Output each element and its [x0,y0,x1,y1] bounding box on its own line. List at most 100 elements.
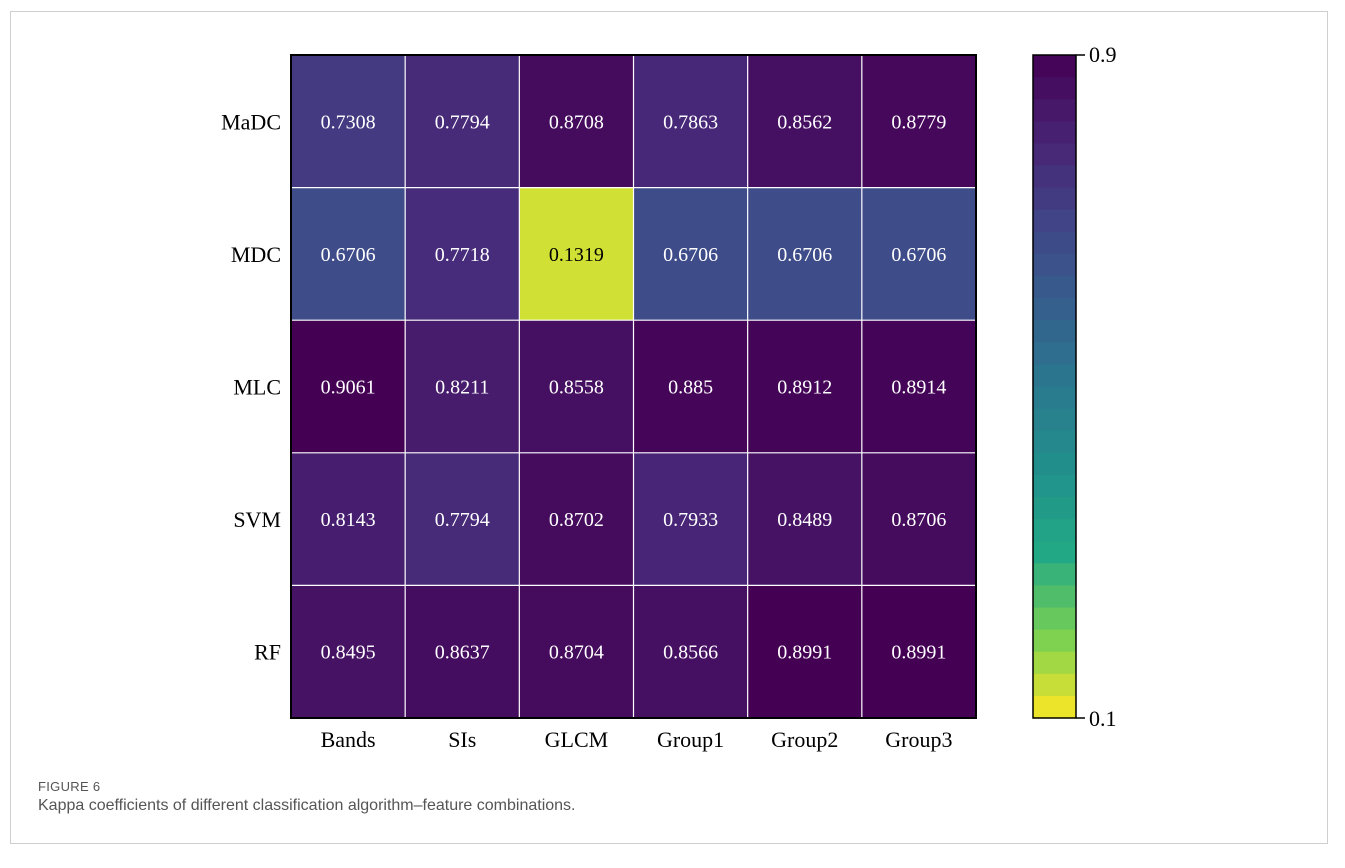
heatmap-cell-mdc-group2 [747,187,862,321]
heatmap-cell-svm-group2 [747,452,862,586]
heatmap-cell-rf-sis [405,585,520,718]
x-tick-label-sis: SIs [448,727,476,752]
y-tick-label-mdc: MDC [231,242,281,267]
y-tick-label-madc: MaDC [221,109,281,134]
cell-value-label: 0.7308 [321,111,376,133]
colorbar-step [1033,143,1076,167]
cell-value-label: 0.8779 [891,111,946,133]
cell-value-label: 0.7863 [663,111,718,133]
colorbar-step [1033,651,1076,675]
colorbar-step [1033,253,1076,277]
colorbar-step [1033,121,1076,144]
colorbar-step [1033,695,1076,719]
cell-value-label: 0.9061 [321,377,376,399]
colorbar-step [1033,607,1076,631]
colorbar-step [1033,209,1076,233]
heatmap-cell-mlc-group3 [861,320,976,453]
cell-value-label: 0.8495 [321,642,376,664]
heatmap-cell-madc-bands [291,55,406,188]
figure-label: FIGURE 6 [38,779,101,794]
cell-value-label: 0.8143 [321,509,376,531]
colorbar-step [1033,165,1076,189]
heatmap-cell-rf-bands [291,585,406,718]
colorbar-step [1033,320,1076,343]
colorbar-step [1033,563,1076,586]
cell-value-label: 0.1319 [549,244,604,266]
heatmap-cell-svm-group3 [861,452,976,586]
colorbar-step [1033,342,1076,365]
cell-value-label: 0.885 [668,377,713,399]
x-tick-label-glcm: GLCM [545,727,609,752]
y-tick-label-mlc: MLC [233,375,281,400]
heatmap-cell-mlc-bands [291,320,406,453]
cell-value-label: 0.7933 [663,509,718,531]
colorbar-step [1033,364,1076,388]
heatmap-cells [291,55,976,718]
cell-value-label: 0.8211 [435,377,489,399]
colorbar-step [1033,99,1076,122]
cell-value-label: 0.8489 [777,509,832,531]
cell-value-label: 0.8637 [435,642,490,664]
heatmap-cell-mlc-group2 [747,320,862,453]
heatmap-cell-rf-group2 [747,585,862,718]
heatmap-cell-mdc-sis [405,187,520,321]
colorbar-step [1033,541,1076,564]
colorbar-step [1033,77,1076,100]
plot-border [290,54,977,719]
x-tick-label-bands: Bands [321,727,376,752]
cell-value-label: 0.8708 [549,111,604,133]
colorbar-step [1033,452,1076,476]
cell-value-label: 0.8702 [549,509,604,531]
cell-value-label: 0.6706 [321,244,376,266]
x-tick-label-group1: Group1 [657,727,724,752]
colorbar-step [1033,408,1076,432]
y-tick-labels: MaDC MDC MLC SVM RF [221,109,281,664]
heatmap-cell-mlc-sis [405,320,520,453]
heatmap-cell-rf-glcm [519,585,634,718]
cell-value-label: 0.8991 [777,642,832,664]
colorbar-step [1033,673,1076,697]
cell-value-label: 0.8704 [549,642,604,664]
colorbar-step [1033,298,1076,321]
colorbar-step [1033,519,1076,542]
heatmap-grid [291,55,976,718]
cell-value-labels: 0.7308 0.7794 0.8708 0.7863 0.8562 0.8779 0.67… [321,111,947,663]
heatmap-cell-svm-sis [405,452,520,586]
heatmap-cell-mlc-group1 [633,320,748,453]
cell-value-label: 0.8706 [891,509,946,531]
heatmap-cell-madc-sis [405,55,520,188]
colorbar: 0.9 0.1 [1032,42,1117,731]
colorbar-min-label: 0.1 [1089,706,1117,731]
y-tick-label-rf: RF [254,640,281,665]
colorbar-step [1033,276,1076,299]
colorbar-max-label: 0.9 [1089,42,1117,67]
cell-value-label: 0.6706 [891,244,946,266]
colorbar-step [1033,497,1076,520]
cell-value-label: 0.8566 [663,642,718,664]
colorbar-step [1033,55,1076,78]
heatmap-cell-rf-group3 [861,585,976,718]
heatmap-cell-madc-glcm [519,55,634,188]
heatmap-cell-mlc-glcm [519,320,634,453]
cell-value-label: 0.8914 [891,377,946,399]
heatmap-cell-rf-group1 [633,585,748,718]
figure-caption: Kappa coefficients of different classifi… [38,797,576,814]
colorbar-step [1033,231,1076,255]
cell-value-label: 0.6706 [777,244,832,266]
heatmap-cell-svm-group1 [633,452,748,586]
x-tick-label-group2: Group2 [771,727,838,752]
colorbar-step [1033,187,1076,211]
x-tick-label-group3: Group3 [885,727,952,752]
heatmap-cell-mdc-glcm [519,187,634,321]
colorbar-step [1033,474,1076,498]
heatmap-cell-mdc-group1 [633,187,748,321]
colorbar-step [1033,386,1076,410]
cell-value-label: 0.6706 [663,244,718,266]
colorbar-border [1032,54,1077,719]
cell-value-label: 0.8558 [549,377,604,399]
heatmap-cell-madc-group1 [633,55,748,188]
cell-value-label: 0.7794 [435,111,490,133]
cell-value-label: 0.7718 [435,244,490,266]
heatmap-cell-mdc-group3 [861,187,976,321]
